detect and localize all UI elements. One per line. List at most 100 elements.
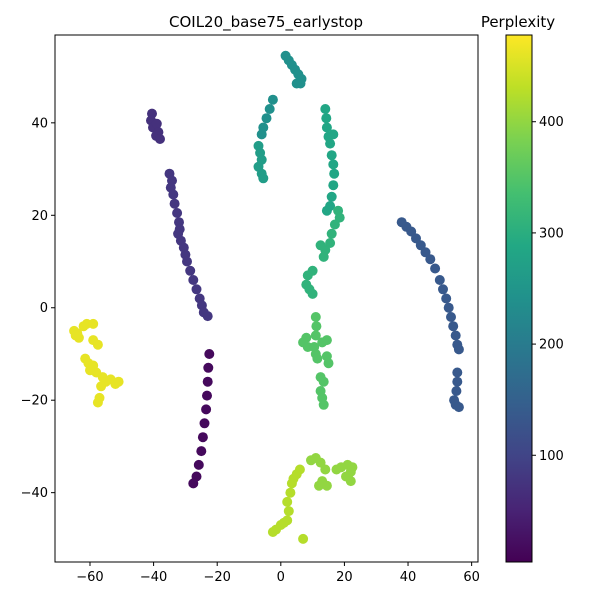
data-point [282,496,293,507]
data-point [321,205,332,216]
data-point [450,330,461,341]
colorbar-tick-label: 300 [539,226,564,241]
colorbar-tick-label: 200 [539,338,564,353]
colorbar-label: Perplexity [481,13,555,31]
data-point [452,376,463,387]
data-point [204,349,215,359]
data-point [328,180,339,191]
data-point [185,265,196,276]
data-point [286,478,297,489]
data-point [256,129,267,140]
data-point [169,198,180,209]
data-point [155,134,165,144]
data-point [453,344,464,355]
plot-frame [54,34,479,563]
data-point [438,284,448,295]
data-point [314,480,324,491]
data-point [196,446,207,457]
x-tick-label: 0 [277,570,285,585]
data-point [261,113,272,124]
data-point [298,533,309,544]
data-point [453,402,464,413]
data-point [321,113,332,124]
data-point [202,390,212,401]
data-point [321,122,332,133]
data-point [197,432,208,443]
data-point [113,376,124,387]
data-point [193,459,204,470]
x-tick-label: 60 [463,570,480,585]
data-point [201,404,212,415]
y-tick-label: 40 [31,116,48,131]
data-point [188,478,199,489]
colorbar-axis: 100 200 300 400 [532,115,564,464]
data-point [92,397,103,408]
data-point [151,118,162,129]
data-point [452,367,463,378]
data-point [325,238,336,248]
y-tick-label: 20 [31,209,48,224]
data-point [191,284,202,295]
data-point [451,386,462,396]
x-tick-label: −20 [203,570,230,585]
data-point [430,263,441,274]
y-axis: −40 −20 0 20 40 [21,116,55,501]
y-tick-label: 0 [40,301,48,316]
data-point [96,381,107,392]
data-point [182,256,192,267]
x-tick-label: 40 [400,570,417,585]
data-point [318,399,329,410]
colorbar [505,34,533,563]
data-point [202,311,213,322]
colorbar-tick-label: 100 [539,449,564,464]
data-point [434,275,445,285]
data-point [315,240,326,251]
data-point [307,288,318,299]
data-point [320,464,331,475]
data-point [446,312,456,322]
data-point [264,104,275,114]
x-axis: −60 −40 −20 0 20 40 60 [76,562,480,585]
data-point [285,487,296,498]
data-point [345,476,356,487]
data-point [258,173,269,184]
data-point [448,321,459,332]
data-point [323,358,334,369]
data-point [311,321,322,332]
y-tick-label: −20 [21,394,48,409]
data-point [320,104,331,114]
data-point [415,240,426,251]
data-point [88,335,99,346]
data-point [70,330,81,341]
data-point [85,365,95,376]
y-tick-label: −40 [21,486,48,501]
data-point [172,208,183,218]
data-point [291,78,302,89]
data-point [425,254,436,265]
data-point [267,94,278,105]
data-point [310,312,321,322]
chart-title: COIL20_base75_earlystop [169,13,363,32]
data-point [168,189,179,200]
data-point [312,353,323,364]
data-point [318,251,329,262]
data-point [329,168,340,179]
data-point [321,335,332,346]
data-point [443,302,454,313]
data-point [302,270,313,281]
colorbar-tick-label: 400 [539,115,564,130]
data-point [202,376,213,387]
data-point [318,376,329,387]
data-point [328,159,339,170]
data-point [199,418,210,429]
x-tick-label: −40 [140,570,167,585]
data-point [310,330,321,341]
points-layer [69,50,464,544]
data-point [326,150,337,161]
data-point [203,362,214,373]
data-point [328,129,339,140]
data-point [329,219,340,230]
data-point [325,138,336,149]
